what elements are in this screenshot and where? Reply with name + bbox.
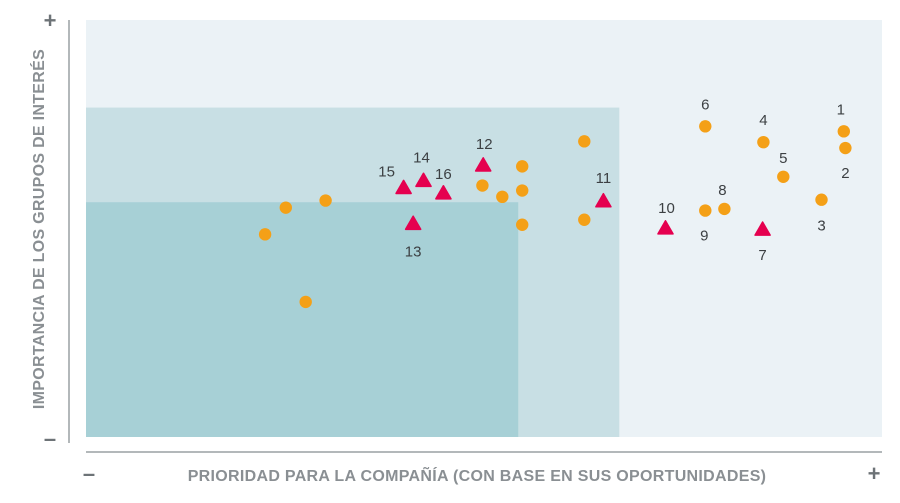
chart-region-3 bbox=[86, 202, 519, 437]
circle-point-0-9 bbox=[516, 160, 529, 173]
circle-point-0-13 bbox=[516, 218, 529, 231]
circle-point-8 bbox=[718, 202, 731, 216]
point-label-2: 2 bbox=[841, 165, 849, 182]
circle-point-0-17 bbox=[258, 228, 272, 241]
circle-point-0-8 bbox=[578, 135, 591, 148]
point-label-13: 13 bbox=[405, 243, 422, 260]
point-label-8: 8 bbox=[718, 182, 726, 199]
triangle-point-12 bbox=[474, 157, 492, 172]
triangle-point-11 bbox=[595, 192, 612, 208]
circle-point-2 bbox=[839, 141, 852, 155]
circle-point-0-11 bbox=[496, 190, 509, 204]
point-label-4: 4 bbox=[759, 112, 767, 129]
point-label-12: 12 bbox=[476, 136, 493, 153]
circle-point-4 bbox=[757, 135, 770, 149]
point-label-5: 5 bbox=[779, 150, 787, 167]
triangle-point-7 bbox=[754, 221, 771, 236]
circle-point-0-10 bbox=[516, 184, 529, 197]
point-label-1: 1 bbox=[837, 101, 845, 118]
y-axis-min-sign: – bbox=[44, 426, 56, 451]
circle-point-1 bbox=[837, 125, 850, 138]
point-label-3: 3 bbox=[817, 218, 825, 235]
point-label-9: 9 bbox=[700, 228, 708, 245]
point-label-6: 6 bbox=[701, 96, 709, 113]
circle-point-0-15 bbox=[319, 194, 332, 207]
circle-point-6 bbox=[699, 120, 712, 133]
circle-point-0-12 bbox=[476, 179, 489, 192]
chart-regions bbox=[86, 20, 882, 437]
x-axis-min-sign: – bbox=[83, 461, 95, 486]
y-axis-max-sign: + bbox=[44, 8, 57, 33]
point-label-16: 16 bbox=[435, 166, 452, 183]
circle-point-0-18 bbox=[299, 295, 312, 309]
triangle-point-13 bbox=[404, 215, 422, 231]
circle-point-5 bbox=[777, 170, 790, 183]
triangle-point-15 bbox=[395, 179, 412, 195]
triangle-point-10 bbox=[657, 220, 674, 235]
triangle-point-14 bbox=[415, 172, 432, 188]
point-label-7: 7 bbox=[758, 247, 766, 264]
y-axis-title: IMPORTANCIA DE LOS GRUPOS DE INTERÉS bbox=[29, 49, 48, 409]
chart-marks bbox=[258, 120, 852, 309]
point-label-10: 10 bbox=[658, 200, 675, 217]
circle-point-9 bbox=[699, 204, 712, 217]
circle-point-3 bbox=[815, 193, 828, 206]
triangle-point-16 bbox=[435, 185, 452, 200]
circle-point-0-16 bbox=[279, 201, 292, 214]
circle-point-0-14 bbox=[578, 213, 591, 226]
point-label-14: 14 bbox=[413, 149, 430, 166]
point-label-11: 11 bbox=[596, 170, 612, 187]
x-axis-max-sign: + bbox=[868, 461, 881, 486]
x-axis-title: PRIORIDAD PARA LA COMPAÑÍA (CON BASE EN … bbox=[188, 465, 767, 485]
point-label-15: 15 bbox=[378, 163, 395, 180]
